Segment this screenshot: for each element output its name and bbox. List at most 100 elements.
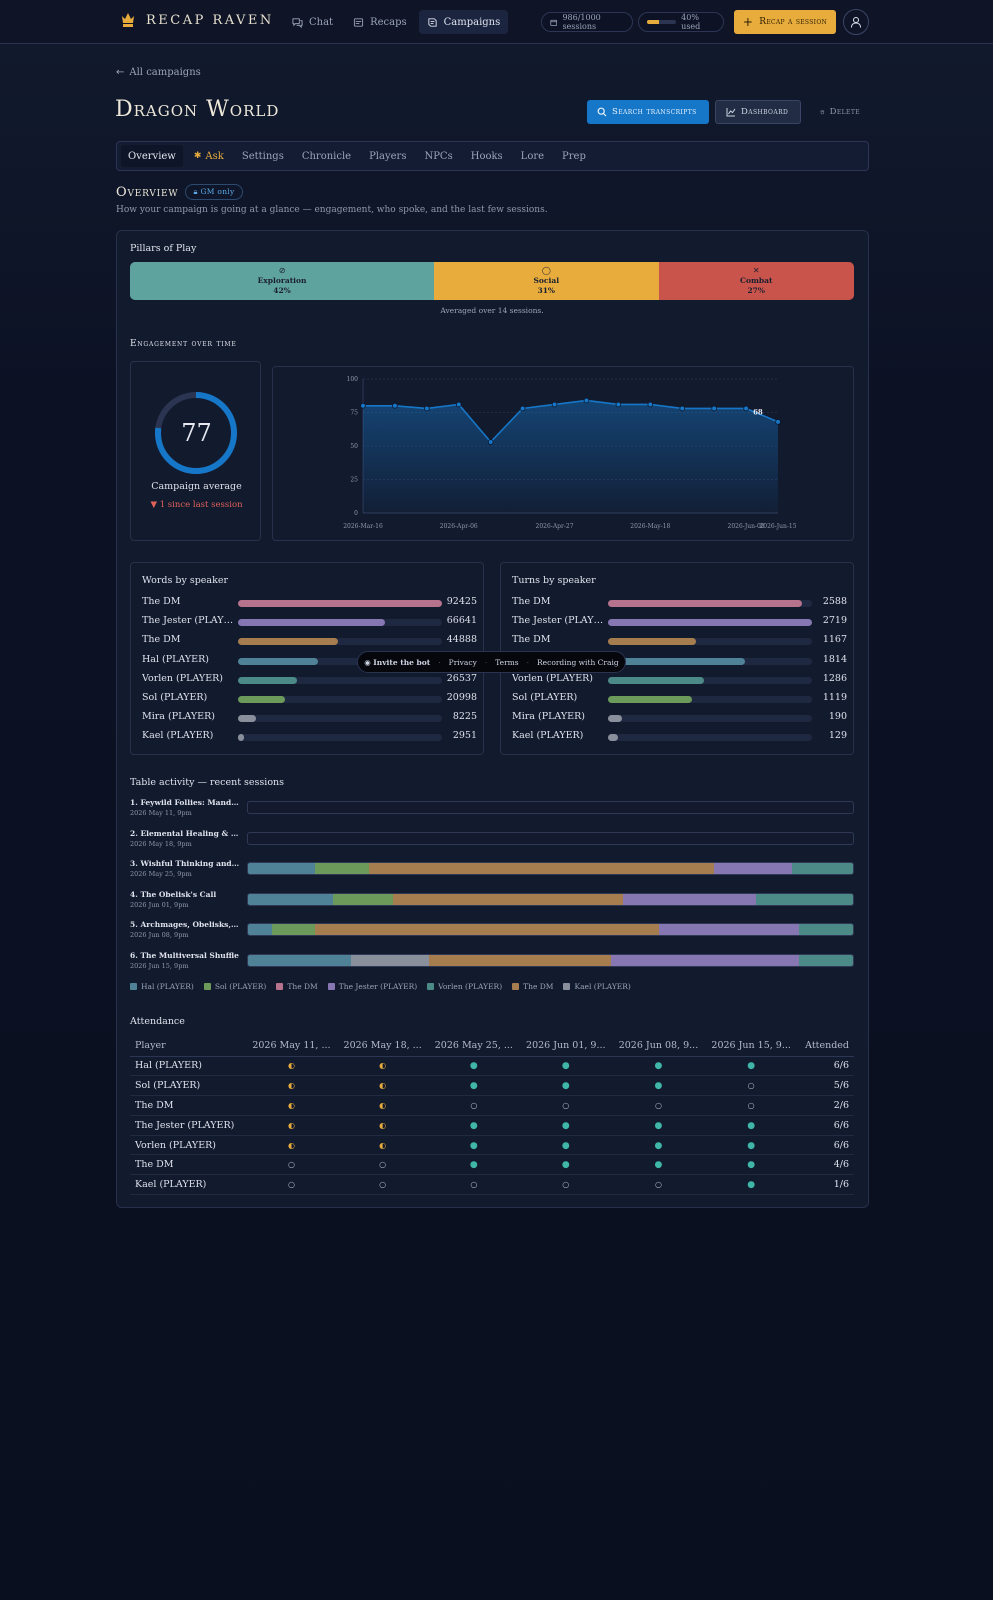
terms-link[interactable]: Terms <box>495 657 519 667</box>
session-activity-row[interactable]: 2. Elemental Healing & Shadows2026 May 1… <box>130 829 854 851</box>
data-point[interactable] <box>487 439 494 445</box>
speaker-segment <box>272 924 315 935</box>
attendance-header: 2026 Jun 08, 9... <box>612 1036 705 1057</box>
data-point[interactable] <box>455 401 462 408</box>
tab-ask[interactable]: ✱ Ask <box>187 145 231 167</box>
data-point[interactable] <box>647 401 654 408</box>
present-icon: ● <box>747 1160 756 1171</box>
attendance-cell: ● <box>428 1115 520 1136</box>
attendance-row: The DM ◐ ◐ ○ ○ ○ ○ 2/6 <box>130 1095 854 1116</box>
attendance-player: The DM <box>130 1154 246 1176</box>
session-date: 2026 May 11, 9pm <box>130 809 192 817</box>
speaker-row: Hal (PLAYER)1814 <box>512 654 847 668</box>
session-activity-row[interactable]: 6. The Multiversal Shuffle 2026 Jun 15, 9… <box>130 951 854 973</box>
pillar-pct: 42% <box>273 286 291 296</box>
speaker-segment <box>350 954 430 966</box>
speaker-segment <box>248 924 273 935</box>
absent-icon: ○ <box>287 1180 295 1190</box>
tab-chronicle-label: Chronicle <box>301 150 352 162</box>
speaker-bar-track <box>238 734 442 742</box>
attendance-row: Hal (PLAYER) ◐ ◐ ● ● ● ● 6/6 <box>130 1056 854 1077</box>
speaker-bar-track <box>238 619 442 627</box>
legend-item: The DM <box>512 982 553 991</box>
session-activity-row[interactable]: 3. Wishful Thinking and Revelations 2026 … <box>130 859 854 881</box>
legend-item: Sol (PLAYER) <box>203 982 266 991</box>
recap-session-button[interactable]: + Recap a session <box>734 10 836 34</box>
delete-button[interactable]: Delete <box>810 100 870 124</box>
speaker-bar-track <box>238 715 442 723</box>
attendance-cell: ● <box>428 1154 520 1176</box>
session-name: 3. Wishful Thinking and Revelations <box>130 859 240 868</box>
speaker-bar-track <box>238 600 442 607</box>
session-activity-row[interactable]: 4. The Obelisk's Call 2026 Jun 01, 9pm <box>130 890 854 912</box>
data-point[interactable] <box>392 402 398 409</box>
speaker-value: 1119 <box>822 692 847 703</box>
attendance-cell: ○ <box>704 1095 798 1116</box>
data-point[interactable] <box>711 405 717 412</box>
tab-overview[interactable]: Overview <box>121 145 183 167</box>
usage-bar <box>647 20 677 24</box>
pillar-social: ◯ Social 31% <box>434 262 659 300</box>
recording-link[interactable]: Recording with Craig <box>537 657 619 667</box>
data-point[interactable] <box>519 405 526 412</box>
tab-lore[interactable]: Lore <box>514 145 551 167</box>
speaker-name: The Jester (PLAYER) <box>142 615 234 627</box>
dashboard-button[interactable]: Dashboard <box>715 100 801 124</box>
absent-icon: ○ <box>379 1160 387 1170</box>
nav-recaps[interactable]: Recaps <box>345 10 415 34</box>
session-activity-row[interactable]: 1. Feywild Follies: Mandrake Mayhem 2026 … <box>130 798 854 820</box>
nav-campaigns[interactable]: Campaigns <box>418 10 509 34</box>
tab-hooks[interactable]: Hooks <box>464 145 510 167</box>
present-icon: ● <box>469 1120 478 1131</box>
privacy-link[interactable]: Privacy <box>448 657 477 667</box>
speaker-bar-fill <box>608 657 745 665</box>
tab-npcs[interactable]: NPCs <box>417 145 459 167</box>
speaker-value: 129 <box>828 730 847 742</box>
user-avatar-button[interactable] <box>843 9 869 35</box>
data-point[interactable] <box>615 401 622 408</box>
speaker-value: 2951 <box>452 730 477 742</box>
search-transcripts-button[interactable]: Search transcripts <box>587 100 709 124</box>
usage-bar-fill <box>647 20 659 24</box>
sessions-icon <box>550 19 558 26</box>
present-icon: ● <box>747 1180 756 1191</box>
brand-logo[interactable]: Recap Raven <box>120 11 274 29</box>
speaker-bar-fill <box>238 638 338 646</box>
invite-bot-link[interactable]: ◉ Invite the bot <box>364 658 430 667</box>
tab-settings[interactable]: Settings <box>235 145 291 167</box>
attendance-cell: ● <box>704 1174 798 1196</box>
data-point[interactable] <box>743 405 749 412</box>
data-point[interactable] <box>424 405 430 412</box>
session-date: 2026 Jun 01, 9pm <box>130 900 189 909</box>
speaker-name: The DM <box>142 596 181 607</box>
attendance-cell: ○ <box>612 1095 705 1116</box>
partial-attendance-icon: ◐ <box>379 1061 387 1071</box>
partial-attendance-icon: ◐ <box>379 1120 387 1130</box>
nav-chat[interactable]: Chat <box>284 10 341 34</box>
speaker-bar-fill <box>608 638 696 646</box>
data-point[interactable] <box>775 419 781 425</box>
speaker-name: Sol (PLAYER) <box>142 692 208 703</box>
attendance-cell: ◐ <box>245 1115 338 1136</box>
speaker-segment <box>713 863 793 874</box>
session-date: 2026 Jun 08, 9pm <box>130 931 189 939</box>
attendance-cell: ◐ <box>245 1075 338 1097</box>
legend-label: The Jester (PLAYER) <box>338 982 418 991</box>
tab-ask-label: Ask <box>205 150 224 162</box>
back-link[interactable]: ← All campaigns <box>116 67 201 78</box>
session-activity-row[interactable]: 5. Archmages, Obelisks, and More 2026 Jun… <box>130 920 854 942</box>
data-point[interactable] <box>583 397 590 404</box>
speaker-value: 1814 <box>822 653 847 665</box>
speaker-name: Sol (PLAYER) <box>512 692 578 703</box>
data-point[interactable] <box>551 401 558 408</box>
tab-players[interactable]: Players <box>362 145 413 167</box>
tab-chronicle[interactable]: Chronicle <box>295 145 358 167</box>
tab-lore-label: Lore <box>520 150 545 162</box>
attendance-player: The DM <box>130 1095 246 1116</box>
speaker-bar-track <box>608 676 812 684</box>
absent-icon: ○ <box>654 1180 662 1190</box>
data-point[interactable] <box>360 402 366 409</box>
data-point[interactable] <box>679 405 686 412</box>
x-tick-label: 2026-Apr-06 <box>440 523 478 530</box>
tab-prep[interactable]: Prep <box>555 145 593 167</box>
